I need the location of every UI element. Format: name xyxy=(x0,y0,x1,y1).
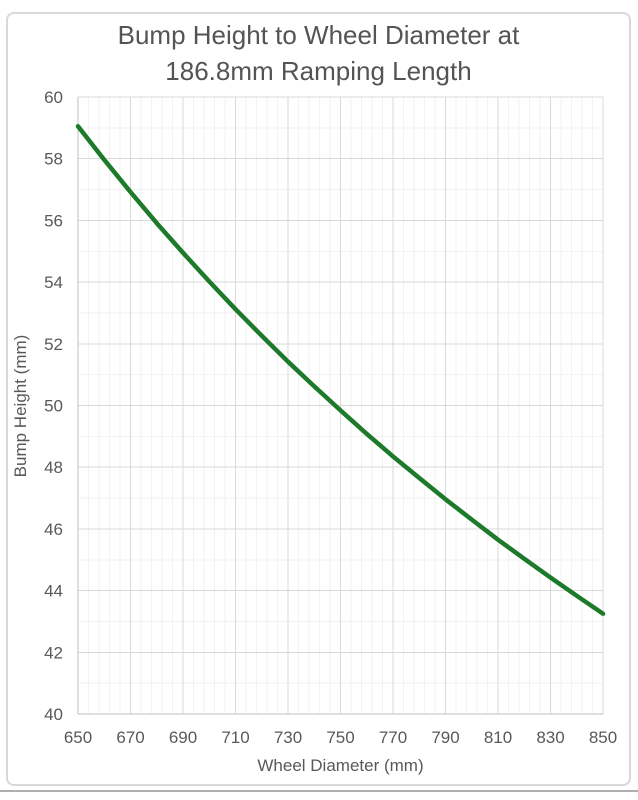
x-tick-label: 690 xyxy=(169,728,197,747)
x-tick-label: 730 xyxy=(274,728,302,747)
x-axis-title: Wheel Diameter (mm) xyxy=(257,756,424,775)
x-tick-label: 650 xyxy=(64,728,92,747)
x-tick-label: 750 xyxy=(326,728,354,747)
y-tick-label: 40 xyxy=(44,705,63,724)
y-tick-label: 52 xyxy=(44,335,63,354)
x-tick-label: 770 xyxy=(379,728,407,747)
bottom-separator-line xyxy=(0,790,638,792)
chart-title-line-2: 186.8mm Ramping Length xyxy=(165,56,472,86)
x-tick-label: 850 xyxy=(589,728,617,747)
y-tick-label: 44 xyxy=(44,582,63,601)
chart-frame xyxy=(6,12,631,786)
y-tick-label: 54 xyxy=(44,273,63,292)
x-tick-label: 790 xyxy=(431,728,459,747)
chart-title-line-1: Bump Height to Wheel Diameter at xyxy=(117,20,520,50)
x-tick-label: 710 xyxy=(221,728,249,747)
x-tick-label: 810 xyxy=(484,728,512,747)
series-line-bump-height xyxy=(75,124,606,616)
chart-title: Bump Height to Wheel Diameter at 186.8mm… xyxy=(6,17,631,89)
y-tick-label: 56 xyxy=(44,211,63,230)
y-axis-title: Bump Height (mm) xyxy=(11,334,30,478)
y-tick-label: 58 xyxy=(44,150,63,169)
y-tick-label: 42 xyxy=(44,643,63,662)
x-tick-label: 830 xyxy=(536,728,564,747)
x-tick-label: 670 xyxy=(116,728,144,747)
y-tick-label: 46 xyxy=(44,520,63,539)
y-tick-label: 50 xyxy=(44,397,63,416)
y-tick-label: 60 xyxy=(44,88,63,107)
y-tick-label: 48 xyxy=(44,458,63,477)
